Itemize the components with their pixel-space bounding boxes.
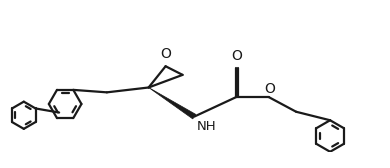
Text: O: O — [264, 82, 275, 96]
Text: NH: NH — [197, 120, 216, 133]
Polygon shape — [149, 88, 196, 119]
Text: O: O — [160, 47, 171, 61]
Text: O: O — [231, 49, 242, 63]
